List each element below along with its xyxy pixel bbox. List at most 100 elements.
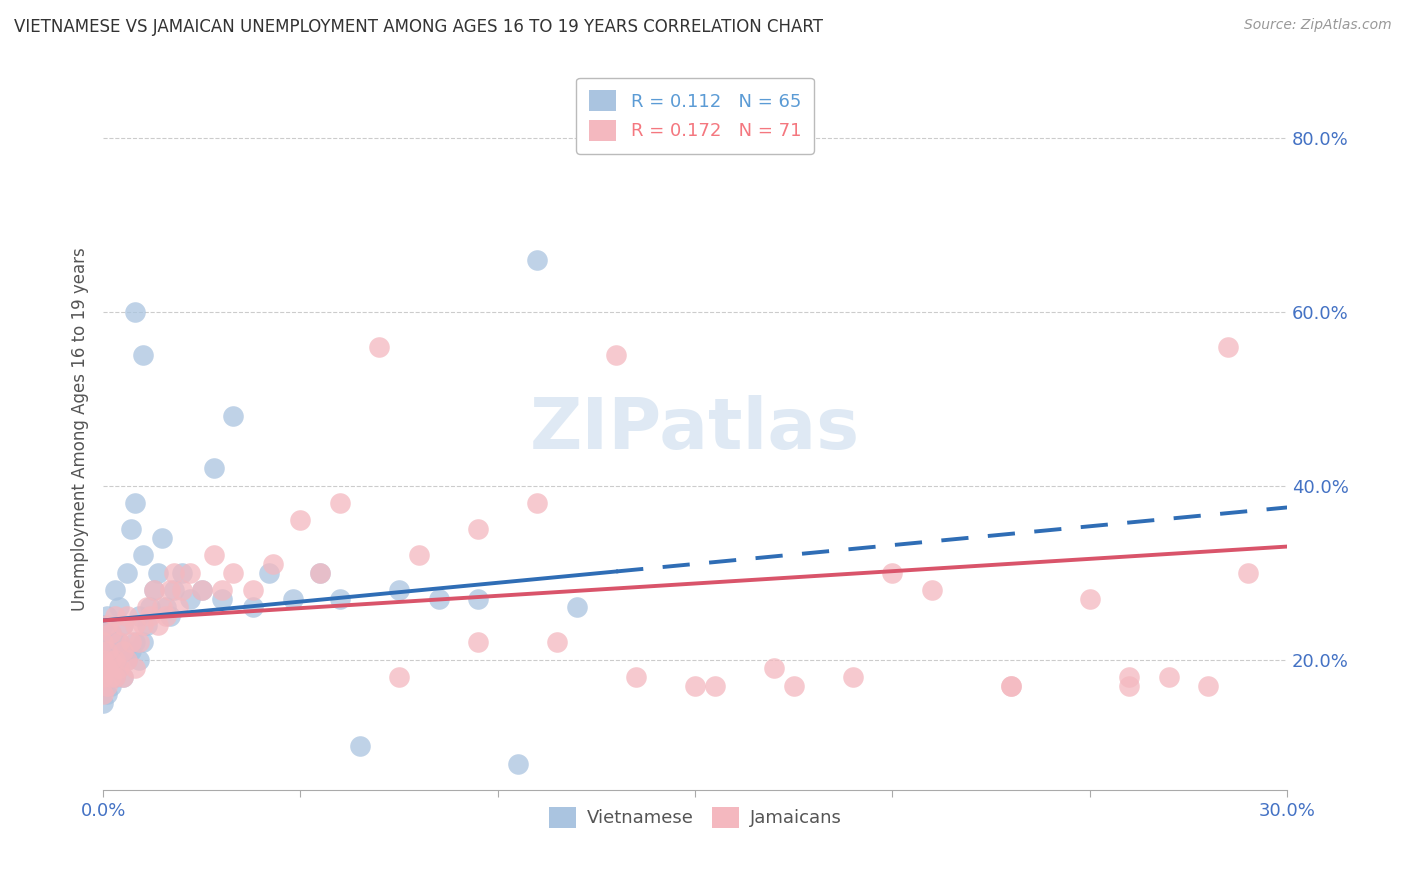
Point xyxy=(120,644,142,658)
Point xyxy=(506,756,529,771)
Point xyxy=(91,652,114,666)
Point xyxy=(546,635,568,649)
Point xyxy=(115,609,138,624)
Point xyxy=(565,600,588,615)
Point xyxy=(1000,679,1022,693)
Point xyxy=(211,582,233,597)
Text: Source: ZipAtlas.com: Source: ZipAtlas.com xyxy=(1244,18,1392,32)
Point xyxy=(257,566,280,580)
Point xyxy=(91,670,114,684)
Point xyxy=(159,582,181,597)
Point xyxy=(191,582,214,597)
Point xyxy=(703,679,725,693)
Point xyxy=(115,652,138,666)
Point xyxy=(262,557,284,571)
Point xyxy=(222,566,245,580)
Point xyxy=(124,496,146,510)
Point xyxy=(155,609,177,624)
Point xyxy=(111,617,134,632)
Point xyxy=(467,591,489,606)
Point xyxy=(91,644,114,658)
Point xyxy=(91,635,114,649)
Point xyxy=(1216,340,1239,354)
Point xyxy=(155,600,177,615)
Point xyxy=(349,739,371,754)
Point xyxy=(842,670,865,684)
Point xyxy=(104,652,127,666)
Point xyxy=(111,670,134,684)
Point xyxy=(108,635,131,649)
Point xyxy=(222,409,245,424)
Point xyxy=(150,531,173,545)
Point xyxy=(427,591,450,606)
Point xyxy=(108,635,131,649)
Point xyxy=(624,670,647,684)
Point xyxy=(111,670,134,684)
Point xyxy=(179,566,201,580)
Point xyxy=(104,582,127,597)
Point xyxy=(281,591,304,606)
Point xyxy=(1197,679,1219,693)
Point xyxy=(91,617,114,632)
Point xyxy=(100,626,122,640)
Point xyxy=(329,591,352,606)
Point xyxy=(104,635,127,649)
Point xyxy=(148,617,170,632)
Point xyxy=(91,652,114,666)
Point xyxy=(388,670,411,684)
Point xyxy=(179,591,201,606)
Point xyxy=(1078,591,1101,606)
Point xyxy=(128,652,150,666)
Point xyxy=(368,340,391,354)
Point xyxy=(131,548,153,562)
Legend: Vietnamese, Jamaicans: Vietnamese, Jamaicans xyxy=(541,800,849,835)
Point xyxy=(120,522,142,536)
Point xyxy=(128,609,150,624)
Point xyxy=(163,582,186,597)
Point xyxy=(100,679,122,693)
Point xyxy=(135,600,157,615)
Point xyxy=(124,661,146,675)
Point xyxy=(96,617,118,632)
Point xyxy=(467,635,489,649)
Point xyxy=(100,644,122,658)
Point xyxy=(100,661,122,675)
Point xyxy=(526,496,548,510)
Point xyxy=(96,644,118,658)
Point xyxy=(120,635,142,649)
Y-axis label: Unemployment Among Ages 16 to 19 years: Unemployment Among Ages 16 to 19 years xyxy=(72,247,89,611)
Point xyxy=(882,566,904,580)
Point xyxy=(170,582,193,597)
Point xyxy=(1000,679,1022,693)
Point xyxy=(1236,566,1258,580)
Point xyxy=(91,679,114,693)
Point xyxy=(150,600,173,615)
Point xyxy=(139,600,162,615)
Point xyxy=(329,496,352,510)
Point xyxy=(290,513,312,527)
Point xyxy=(108,661,131,675)
Point xyxy=(139,609,162,624)
Point xyxy=(124,635,146,649)
Point xyxy=(104,670,127,684)
Point xyxy=(104,652,127,666)
Point xyxy=(91,661,114,675)
Point xyxy=(96,652,118,666)
Text: VIETNAMESE VS JAMAICAN UNEMPLOYMENT AMONG AGES 16 TO 19 YEARS CORRELATION CHART: VIETNAMESE VS JAMAICAN UNEMPLOYMENT AMON… xyxy=(14,18,823,36)
Point xyxy=(111,617,134,632)
Point xyxy=(100,626,122,640)
Point xyxy=(124,305,146,319)
Point xyxy=(309,566,332,580)
Point xyxy=(128,635,150,649)
Point xyxy=(763,661,786,675)
Point xyxy=(143,582,166,597)
Point xyxy=(96,679,118,693)
Point xyxy=(191,582,214,597)
Point xyxy=(91,635,114,649)
Point xyxy=(131,348,153,362)
Point xyxy=(148,566,170,580)
Point xyxy=(143,582,166,597)
Text: ZIPatlas: ZIPatlas xyxy=(530,395,860,464)
Point xyxy=(96,661,118,675)
Point xyxy=(783,679,806,693)
